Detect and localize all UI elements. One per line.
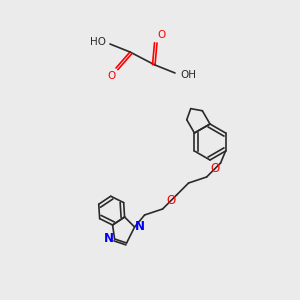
Text: O: O <box>157 30 165 40</box>
Text: N: N <box>103 232 114 245</box>
Text: O: O <box>107 71 115 81</box>
Text: HO: HO <box>90 37 106 47</box>
Text: OH: OH <box>180 70 196 80</box>
Text: O: O <box>166 194 175 206</box>
Text: O: O <box>210 161 219 175</box>
Text: N: N <box>135 220 145 233</box>
